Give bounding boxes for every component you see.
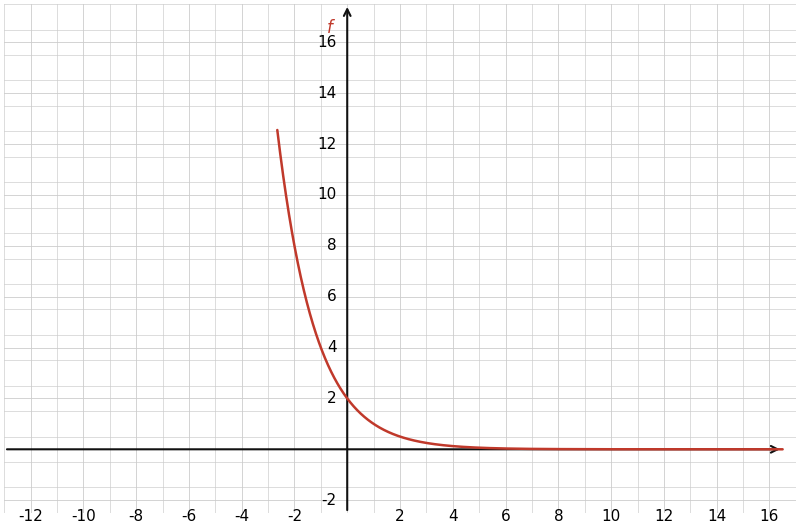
Text: 14: 14 xyxy=(318,86,337,101)
Text: 16: 16 xyxy=(318,35,337,50)
Text: 16: 16 xyxy=(760,509,779,524)
Text: -12: -12 xyxy=(18,509,43,524)
Text: 14: 14 xyxy=(707,509,726,524)
Text: 6: 6 xyxy=(327,289,337,304)
Text: 4: 4 xyxy=(448,509,458,524)
Text: 12: 12 xyxy=(318,136,337,152)
Text: 10: 10 xyxy=(602,509,621,524)
Text: -10: -10 xyxy=(71,509,96,524)
Text: -6: -6 xyxy=(182,509,197,524)
Text: 12: 12 xyxy=(654,509,674,524)
Text: 4: 4 xyxy=(327,340,337,355)
Text: 2: 2 xyxy=(327,391,337,406)
Text: 6: 6 xyxy=(501,509,510,524)
Text: -8: -8 xyxy=(129,509,144,524)
Text: -2: -2 xyxy=(287,509,302,524)
Text: 10: 10 xyxy=(318,187,337,203)
Text: 8: 8 xyxy=(327,238,337,253)
Text: 8: 8 xyxy=(554,509,563,524)
Text: -2: -2 xyxy=(322,492,337,508)
Text: f: f xyxy=(327,20,333,38)
Text: 2: 2 xyxy=(395,509,405,524)
Text: -4: -4 xyxy=(234,509,250,524)
